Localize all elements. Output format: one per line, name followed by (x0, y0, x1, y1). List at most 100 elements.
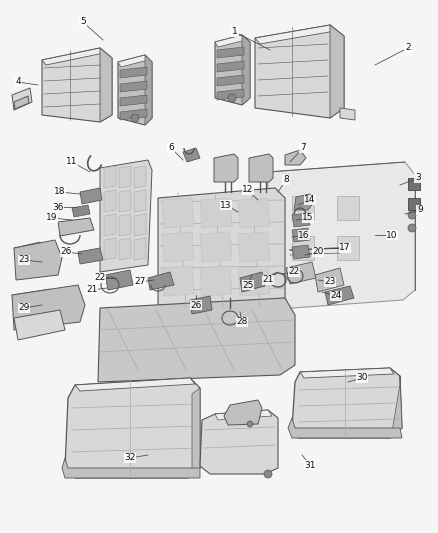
Text: 27: 27 (134, 278, 146, 287)
Circle shape (131, 114, 139, 122)
Polygon shape (12, 289, 52, 306)
Polygon shape (134, 166, 146, 188)
Polygon shape (292, 228, 310, 242)
Polygon shape (42, 48, 104, 65)
Polygon shape (408, 178, 420, 190)
Polygon shape (292, 213, 310, 227)
Text: 28: 28 (237, 318, 247, 327)
Polygon shape (238, 232, 270, 262)
Polygon shape (288, 418, 402, 438)
Text: 31: 31 (304, 461, 316, 470)
Polygon shape (162, 198, 194, 228)
Polygon shape (214, 154, 238, 182)
Text: 14: 14 (304, 196, 316, 205)
Polygon shape (325, 286, 354, 305)
Text: 20: 20 (312, 247, 324, 256)
Polygon shape (119, 238, 131, 260)
Circle shape (264, 470, 272, 478)
Text: 21: 21 (86, 286, 98, 295)
Polygon shape (330, 25, 344, 118)
Polygon shape (200, 266, 232, 296)
Text: 24: 24 (330, 292, 342, 301)
Polygon shape (98, 298, 295, 382)
Polygon shape (255, 25, 344, 118)
Polygon shape (14, 96, 29, 109)
Polygon shape (14, 242, 42, 258)
Text: 12: 12 (242, 185, 254, 195)
Polygon shape (104, 166, 116, 188)
Polygon shape (240, 272, 265, 292)
Polygon shape (224, 400, 262, 425)
Polygon shape (183, 148, 200, 162)
Text: 11: 11 (66, 157, 78, 166)
Text: 2: 2 (405, 44, 411, 52)
Polygon shape (315, 268, 344, 292)
Polygon shape (188, 388, 200, 478)
Text: 23: 23 (18, 255, 30, 264)
Polygon shape (294, 194, 314, 210)
Polygon shape (100, 48, 112, 122)
Text: 4: 4 (15, 77, 21, 86)
Circle shape (247, 421, 253, 427)
Text: 16: 16 (298, 230, 310, 239)
Polygon shape (162, 266, 194, 296)
Polygon shape (217, 61, 244, 72)
Polygon shape (292, 245, 310, 259)
Polygon shape (408, 198, 420, 210)
Polygon shape (217, 89, 244, 100)
Polygon shape (104, 238, 116, 260)
Text: 13: 13 (220, 200, 232, 209)
Polygon shape (134, 214, 146, 236)
Polygon shape (145, 55, 152, 125)
Text: 17: 17 (339, 244, 351, 253)
Polygon shape (62, 458, 200, 478)
Polygon shape (217, 47, 244, 58)
Polygon shape (120, 81, 147, 92)
Polygon shape (104, 190, 116, 212)
Polygon shape (217, 75, 244, 86)
Polygon shape (72, 205, 90, 217)
Polygon shape (118, 55, 148, 67)
Polygon shape (120, 67, 147, 78)
Polygon shape (119, 166, 131, 188)
Text: 32: 32 (124, 454, 136, 463)
Text: 6: 6 (168, 143, 174, 152)
Circle shape (408, 224, 416, 232)
Polygon shape (14, 310, 65, 340)
Text: 25: 25 (242, 280, 254, 289)
Polygon shape (58, 218, 94, 236)
Text: 22: 22 (94, 273, 106, 282)
Polygon shape (337, 236, 359, 260)
Text: 1: 1 (232, 28, 238, 36)
Polygon shape (215, 410, 272, 420)
Polygon shape (265, 162, 415, 310)
Text: 5: 5 (80, 18, 86, 27)
Text: 22: 22 (288, 268, 300, 277)
Polygon shape (200, 232, 232, 262)
Polygon shape (120, 95, 147, 106)
Text: 7: 7 (300, 143, 306, 152)
Polygon shape (200, 198, 232, 228)
Polygon shape (215, 35, 250, 105)
Polygon shape (292, 196, 314, 220)
Polygon shape (12, 285, 85, 330)
Text: 15: 15 (302, 214, 314, 222)
Polygon shape (190, 296, 212, 314)
Polygon shape (162, 232, 194, 262)
Polygon shape (238, 266, 270, 296)
Polygon shape (200, 410, 278, 474)
Polygon shape (119, 190, 131, 212)
Polygon shape (292, 236, 314, 260)
Polygon shape (300, 368, 394, 378)
Polygon shape (14, 240, 62, 280)
Text: 18: 18 (54, 188, 66, 197)
Text: 26: 26 (191, 301, 201, 310)
Text: 9: 9 (417, 206, 423, 214)
Polygon shape (119, 214, 131, 236)
Polygon shape (337, 196, 359, 220)
Text: 10: 10 (386, 230, 398, 239)
Polygon shape (120, 109, 147, 120)
Polygon shape (215, 35, 246, 47)
Polygon shape (286, 262, 316, 284)
Polygon shape (158, 188, 285, 315)
